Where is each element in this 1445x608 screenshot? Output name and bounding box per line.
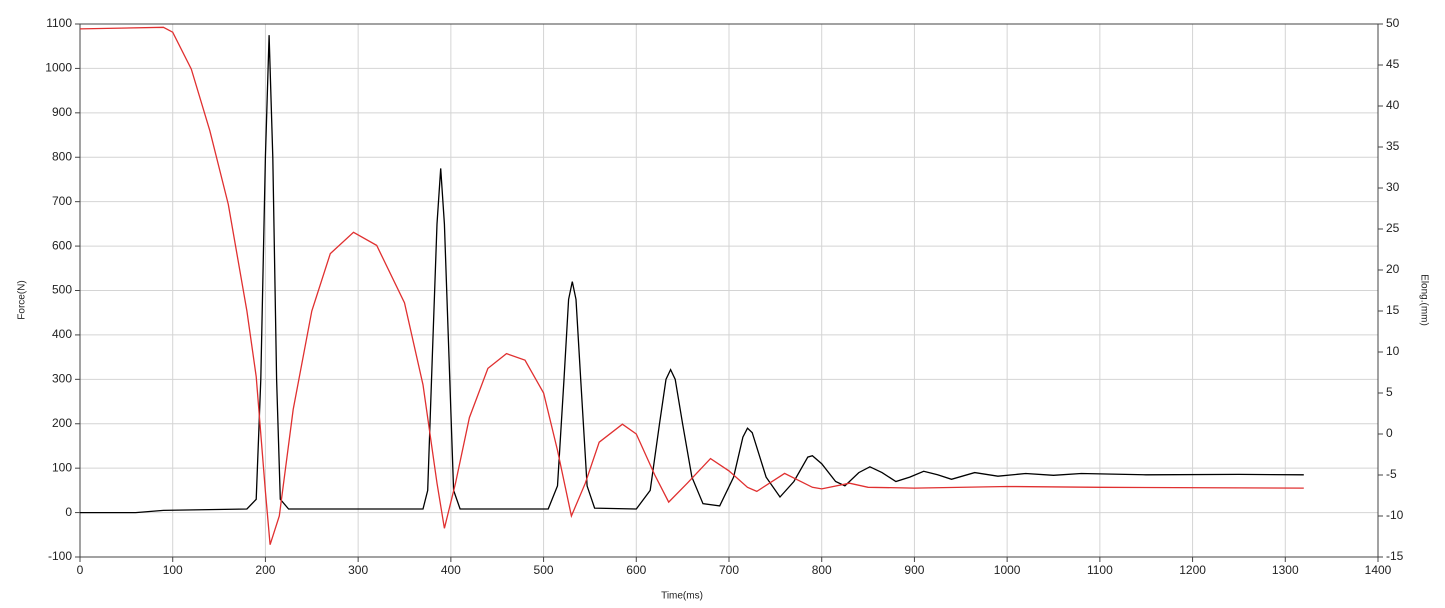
x-tick-label: 1200 [1179, 563, 1206, 577]
x-axis-label: Time(ms) [661, 591, 703, 602]
x-tick-label: 600 [626, 563, 646, 577]
x-tick-label: 700 [719, 563, 739, 577]
x-tick-label: 1100 [1087, 563, 1113, 577]
x-tick-label: 0 [77, 563, 84, 577]
y-tick-label: 1000 [45, 61, 72, 75]
y2-tick-label: 15 [1386, 303, 1400, 317]
y2-tick-label: -10 [1386, 508, 1404, 522]
y-tick-label: 1100 [46, 16, 72, 30]
series-line [79, 26, 1304, 545]
y-tick-label: 500 [52, 283, 72, 297]
y-tick-label: 0 [65, 505, 72, 519]
plot-frame [79, 23, 1379, 558]
y-tick-label: 800 [52, 149, 72, 163]
y2-tick-label: 50 [1386, 16, 1400, 30]
y2-tick-label: 45 [1386, 57, 1400, 71]
y-tick-label: 200 [52, 416, 72, 430]
y2-tick-label: 35 [1386, 139, 1400, 153]
x-tick-label: 1300 [1272, 563, 1299, 577]
y-tick-label: 600 [52, 238, 72, 252]
y2-tick-label: 25 [1386, 221, 1400, 235]
x-tick-label: 1400 [1365, 563, 1392, 577]
y2-tick-label: 10 [1386, 344, 1400, 358]
x-tick-label: 500 [534, 563, 554, 577]
y-tick-label: 400 [52, 327, 72, 341]
y2-tick-label: 20 [1386, 262, 1400, 276]
y2-tick-label: 30 [1386, 180, 1400, 194]
x-tick-label: 100 [163, 563, 183, 577]
y2-axis-label: Elong.(mm) [1418, 274, 1429, 326]
y-tick-label: 700 [52, 194, 72, 208]
y2-tick-label: 40 [1386, 98, 1400, 112]
y2-tick-label: 5 [1386, 385, 1393, 399]
x-tick-label: 1000 [994, 563, 1021, 577]
x-tick-label: 900 [904, 563, 924, 577]
y-tick-label: 300 [52, 372, 72, 386]
x-tick-label: 300 [348, 563, 368, 577]
x-tick-label: 800 [812, 563, 832, 577]
y-axis-label: Force(N) [17, 280, 28, 319]
y-tick-label: -100 [48, 549, 72, 563]
x-tick-label: 200 [255, 563, 275, 577]
x-tick-label: 400 [441, 563, 461, 577]
y-tick-label: 900 [52, 105, 72, 119]
y2-tick-label: 0 [1386, 426, 1393, 440]
y2-tick-label: -5 [1386, 467, 1397, 481]
series-line [80, 35, 1304, 514]
y2-tick-label: -15 [1386, 549, 1404, 563]
y-tick-label: 100 [52, 460, 72, 474]
